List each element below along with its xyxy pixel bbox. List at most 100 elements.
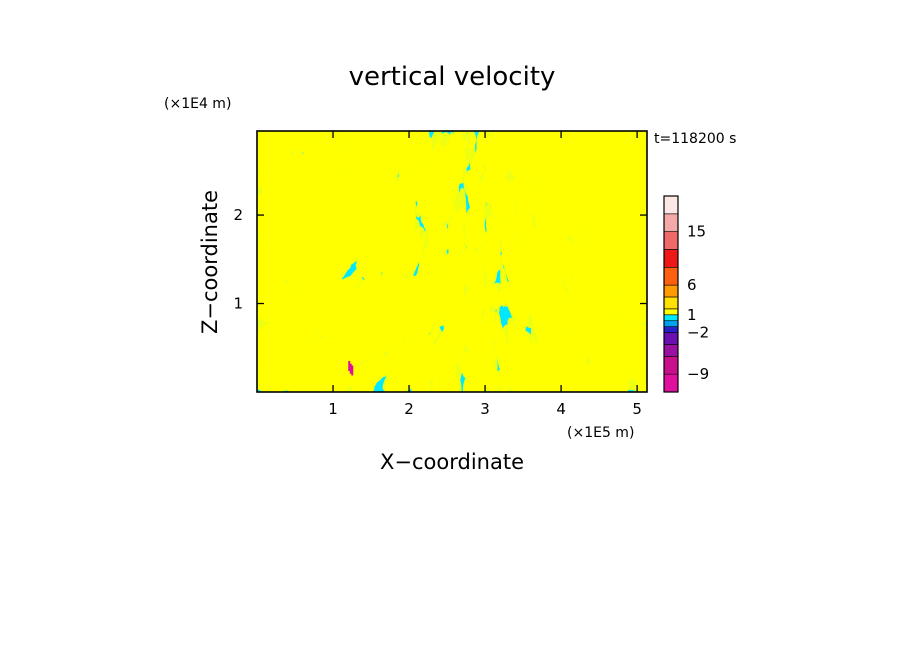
- velocity-cell: [303, 275, 350, 310]
- x-tick-label: 5: [632, 400, 642, 418]
- velocity-cell: [633, 290, 647, 300]
- chart-title: vertical velocity: [349, 62, 556, 92]
- colorbar-swatch: [663, 308, 679, 316]
- velocity-cell: [308, 262, 331, 270]
- colorbar-swatch: [663, 332, 679, 345]
- velocity-cell: [424, 244, 442, 266]
- colorbar-frame: [663, 195, 679, 393]
- velocity-cell: [593, 176, 638, 209]
- velocity-cell: [263, 240, 289, 263]
- velocity-cell: [395, 206, 407, 229]
- velocity-cell: [404, 290, 432, 344]
- velocity-cell: [464, 247, 472, 288]
- y-axis: 12: [233, 206, 647, 313]
- velocity-cell: [302, 337, 344, 365]
- y-tick-label: 1: [233, 295, 243, 313]
- velocity-cell: [392, 359, 415, 389]
- velocity-cell: [257, 170, 285, 204]
- velocity-cell: [569, 131, 593, 141]
- velocity-cell: [460, 131, 477, 150]
- velocity-cell: [501, 193, 520, 245]
- x-tick-label: 1: [328, 400, 338, 418]
- heatmap-field: [257, 131, 647, 392]
- velocity-cell: [360, 299, 381, 345]
- velocity-cell: [439, 228, 456, 242]
- velocity-cell: [342, 370, 359, 387]
- velocity-cell: [342, 145, 364, 153]
- colorbar-swatch: [663, 356, 679, 375]
- velocity-cell: [405, 135, 426, 175]
- velocity-cell: [492, 376, 501, 392]
- velocity-cell: [391, 131, 416, 163]
- velocity-cell: [485, 204, 497, 236]
- velocity-cell: [458, 206, 469, 244]
- velocity-cell: [581, 243, 620, 283]
- velocity-cell: [485, 158, 501, 174]
- velocity-cell: [606, 377, 629, 392]
- velocity-cell: [535, 131, 544, 140]
- velocity-cell: [478, 294, 491, 307]
- velocity-cell: [341, 267, 362, 299]
- velocity-cell: [257, 350, 305, 392]
- velocity-cell: [486, 356, 494, 392]
- velocity-cell: [381, 234, 408, 283]
- velocity-cell: [513, 352, 531, 384]
- velocity-cell: [554, 335, 576, 366]
- velocity-cell: [257, 279, 299, 293]
- x-axis-label: X−coordinate: [380, 450, 524, 474]
- velocity-cell: [507, 131, 520, 158]
- colorbar-swatch: [663, 314, 679, 322]
- velocity-cell: [358, 238, 387, 270]
- colorbar-tick-label: 15: [687, 223, 706, 241]
- velocity-cell: [564, 310, 582, 327]
- velocity-cell: [580, 276, 619, 318]
- x-axis: 1 2 3 4 5: [328, 131, 642, 418]
- colorbar-swatch: [663, 284, 679, 298]
- velocity-cell: [506, 291, 522, 317]
- velocity-cell: [423, 137, 433, 158]
- velocity-cell: [380, 329, 411, 376]
- colorbar-swatch: [663, 320, 679, 327]
- velocity-cell: [369, 203, 381, 217]
- velocity-cell: [379, 320, 399, 353]
- velocity-cell: [356, 348, 379, 371]
- velocity-cell: [554, 315, 565, 336]
- velocity-cell: [537, 142, 561, 169]
- velocity-cell: [543, 179, 565, 212]
- velocity-cell: [404, 131, 418, 151]
- plot-frame: [256, 130, 648, 393]
- colorbar-swatch: [663, 344, 679, 357]
- velocity-cell: [478, 353, 488, 392]
- velocity-cell: [257, 228, 297, 246]
- velocity-cell: [583, 367, 604, 392]
- velocity-cell: [389, 307, 412, 347]
- colorbar-swatch: [663, 373, 679, 393]
- velocity-cell: [633, 363, 647, 387]
- velocity-cell: [320, 178, 336, 195]
- velocity-cell: [603, 233, 647, 263]
- velocity-cell: [566, 192, 589, 230]
- colorbar-tick-label: 1: [687, 306, 697, 324]
- x-tick-label: 4: [556, 400, 566, 418]
- velocity-cell: [341, 306, 367, 329]
- velocity-cell: [295, 232, 332, 261]
- velocity-cell: [361, 146, 391, 164]
- velocity-cell: [269, 263, 298, 285]
- velocity-cell: [492, 174, 504, 214]
- colorbar-swatch: [663, 296, 679, 310]
- colorbar-tick-label: 6: [687, 276, 697, 294]
- velocity-cell: [613, 337, 647, 366]
- velocity-cell: [437, 160, 447, 177]
- velocity-cell: [362, 304, 396, 350]
- velocity-cell: [271, 204, 293, 235]
- velocity-cell: [479, 131, 495, 160]
- velocity-cell: [542, 361, 560, 392]
- colorbar-swatch: [663, 249, 679, 268]
- colorbar-swatch: [663, 266, 679, 286]
- velocity-cell: [634, 380, 647, 392]
- y-tick-label: 2: [233, 206, 243, 224]
- velocity-cell: [313, 206, 328, 220]
- velocity-cell: [390, 179, 409, 221]
- velocity-cell: [357, 368, 382, 392]
